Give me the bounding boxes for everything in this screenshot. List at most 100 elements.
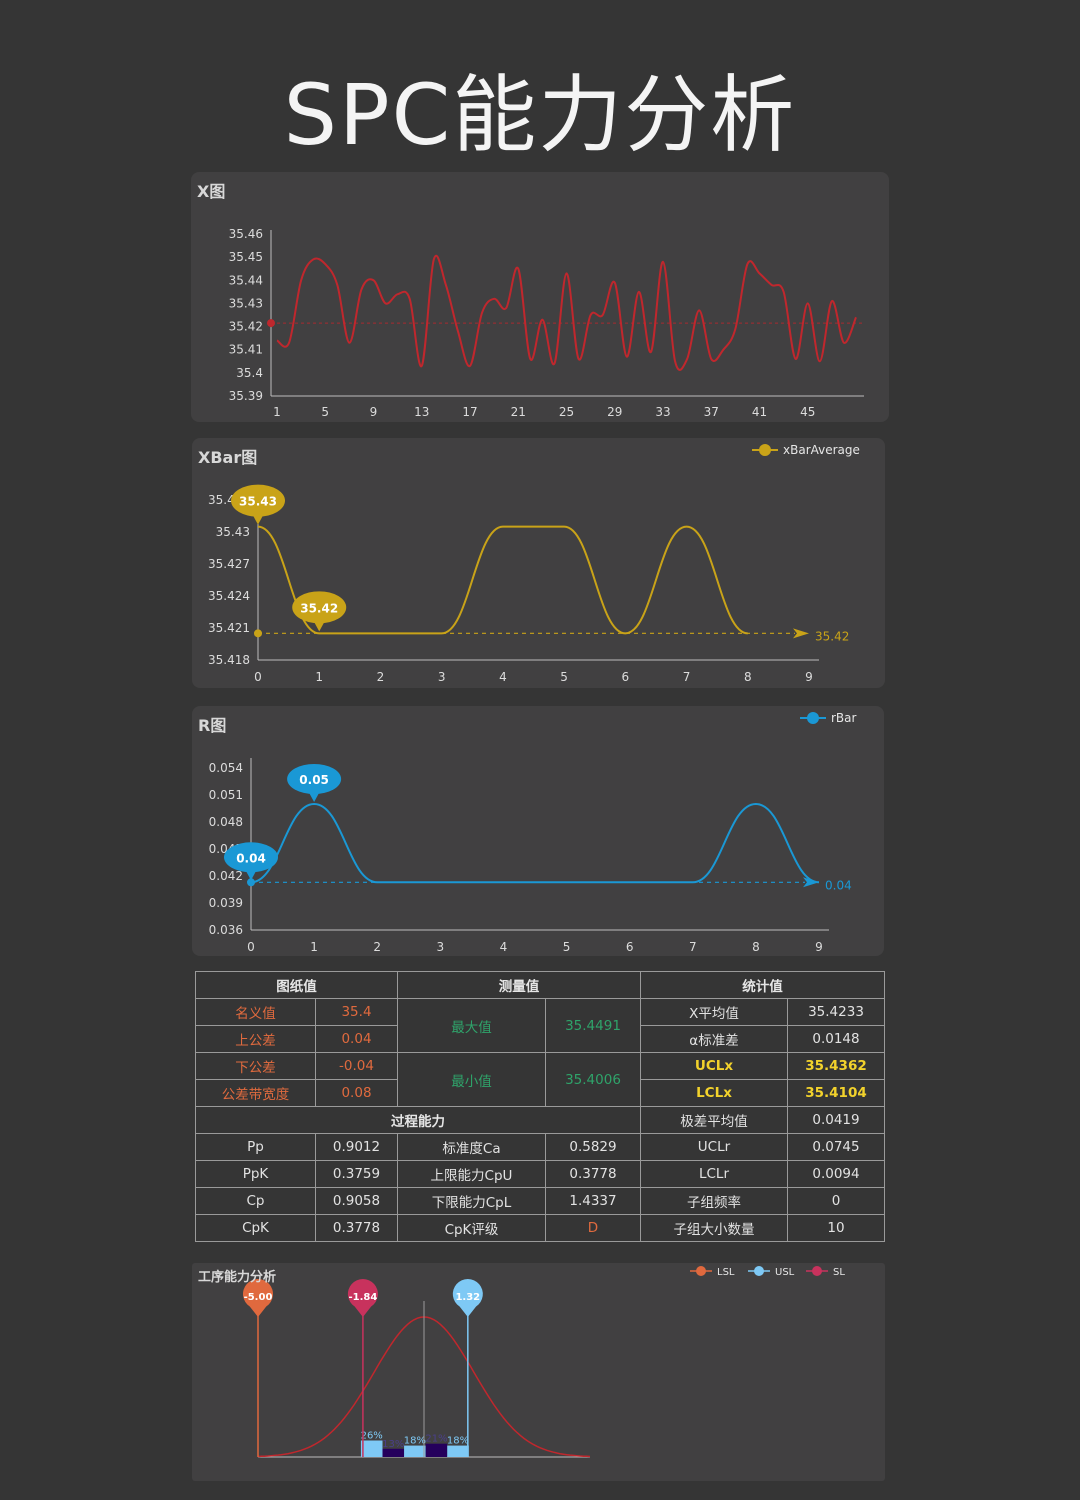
pp-label: Pp bbox=[195, 1133, 316, 1161]
cpu-label: 上限能力CpU bbox=[397, 1160, 546, 1188]
upper-tol-label: 上公差 bbox=[195, 1025, 316, 1053]
spc-stats-table: 图纸值 测量值 统计值 名义值 35.4 最大值 35.4491 X平均值 35… bbox=[195, 971, 885, 1242]
r-svg-max-marker-pin bbox=[287, 764, 342, 794]
xbar-svg-y-tick: 35.418 bbox=[208, 653, 250, 667]
cap-bin-label: 26% bbox=[361, 1431, 383, 1442]
x-chart-title: X图 bbox=[197, 182, 226, 201]
uclr-value: 0.0745 bbox=[787, 1133, 885, 1161]
lower-tol-label: 下公差 bbox=[195, 1052, 316, 1080]
cpk-value: 0.3778 bbox=[315, 1214, 398, 1242]
cap-bin-label: 18% bbox=[404, 1436, 426, 1447]
table-row: 上公差 0.04 α标准差 0.0148 bbox=[195, 1025, 885, 1053]
r-svg-y-tick: 0.051 bbox=[209, 788, 243, 802]
x-series-line bbox=[276, 255, 857, 371]
x-center-point bbox=[267, 319, 275, 328]
cap-marker-lsl-pin bbox=[243, 1278, 273, 1317]
xbar-svg-min-marker-label: 35.42 bbox=[300, 601, 338, 615]
r-svg-min-marker-pin bbox=[224, 842, 278, 873]
x-x-tick: 9 bbox=[370, 405, 378, 419]
lclr-label: LCLr bbox=[640, 1160, 788, 1188]
table-row: 名义值 35.4 最大值 35.4491 X平均值 35.4233 bbox=[195, 998, 885, 1053]
r-svg-y-tick: 0.036 bbox=[209, 923, 243, 937]
xavg-label: X平均值 bbox=[640, 998, 788, 1026]
uclx-value: 35.4362 bbox=[787, 1052, 885, 1080]
xbar-svg-legend-label: xBarAverage bbox=[783, 443, 860, 457]
r-svg-x-tick: 8 bbox=[752, 940, 760, 954]
size-label: 子组大小数量 bbox=[640, 1214, 788, 1242]
table-row: 图纸值 测量值 统计值 bbox=[195, 971, 885, 999]
cpl-label: 下限能力CpL bbox=[397, 1187, 546, 1215]
cap-legend-dot bbox=[754, 1266, 764, 1276]
uclr-label: UCLr bbox=[640, 1133, 788, 1161]
lclx-label: LCLx bbox=[640, 1079, 788, 1107]
r-svg-max-marker-pin-tip bbox=[308, 791, 321, 802]
uclx-label: UCLx bbox=[640, 1052, 788, 1080]
r-svg-x-tick: 6 bbox=[626, 940, 634, 954]
xbar-svg-x-tick: 4 bbox=[499, 670, 507, 684]
x-y-tick: 35.39 bbox=[229, 389, 263, 403]
ppk-label: PpK bbox=[195, 1160, 316, 1188]
cap-bin-label: 18% bbox=[447, 1436, 469, 1447]
x-y-tick: 35.44 bbox=[229, 273, 263, 287]
sigma-label: α标准差 bbox=[640, 1025, 788, 1053]
r-chart-panel: R图 0.054 0.051 0.048 0.045 0.042 0.039 0.036 0 1… bbox=[192, 706, 884, 956]
lower-tol-value: -0.04 bbox=[315, 1052, 398, 1080]
x-x-tick: 41 bbox=[752, 405, 767, 419]
x-y-tick: 35.42 bbox=[229, 320, 263, 334]
cap-bin-bar bbox=[447, 1445, 469, 1457]
nominal-value: 35.4 bbox=[315, 998, 398, 1026]
xbar-svg-series-line bbox=[257, 525, 748, 635]
r-chart-title: R图 bbox=[198, 716, 227, 735]
r-svg-min-marker-pin-tip bbox=[245, 869, 257, 881]
xbar-chart-title: XBar图 bbox=[198, 448, 258, 467]
x-x-tick: 17 bbox=[462, 405, 477, 419]
x-x-tick: 21 bbox=[511, 405, 526, 419]
max-value: 35.4491 bbox=[545, 998, 641, 1053]
size-value: 10 bbox=[787, 1214, 885, 1242]
cp-value: 0.9058 bbox=[315, 1187, 398, 1215]
r-svg-x-tick: 5 bbox=[563, 940, 571, 954]
cap-legend-label: LSL bbox=[717, 1267, 735, 1278]
range-avg-value: 0.0419 bbox=[787, 1106, 885, 1134]
upper-tol-value: 0.04 bbox=[315, 1025, 398, 1053]
r-svg-x-tick: 0 bbox=[247, 940, 255, 954]
page-title: SPC能力分析 bbox=[283, 66, 797, 164]
table-row: PpK 0.3759 上限能力CpU 0.3778 LCLr 0.0094 bbox=[195, 1160, 885, 1188]
xbar-svg-max-marker-pin bbox=[231, 484, 285, 517]
ca-value: 0.5829 bbox=[545, 1133, 641, 1161]
x-y-tick: 35.46 bbox=[229, 227, 263, 241]
grade-label: CpK评级 bbox=[397, 1214, 546, 1242]
freq-label: 子组频率 bbox=[640, 1187, 788, 1215]
xbar-svg-x-tick: 7 bbox=[683, 670, 691, 684]
table-row: Pp 0.9012 标准度Ca 0.5829 UCLr 0.0745 bbox=[195, 1133, 885, 1161]
xbar-svg-x-tick: 5 bbox=[560, 670, 568, 684]
x-x-tick: 5 bbox=[321, 405, 329, 419]
r-svg-legend-label: rBar bbox=[831, 711, 857, 725]
cp-label: Cp bbox=[195, 1187, 316, 1215]
xbar-chart-panel: XBar图 35.433 35.43 35.427 35.424 35.421 35.41… bbox=[192, 438, 885, 688]
measured-values-header: 测量值 bbox=[397, 971, 641, 999]
x-y-tick: 35.4 bbox=[236, 366, 263, 380]
cap-marker-usl-pin bbox=[452, 1278, 483, 1317]
r-svg-min-marker-label: 0.04 bbox=[236, 851, 266, 865]
table-row: 过程能力 极差平均值 0.0419 bbox=[195, 1106, 885, 1134]
band-value: 0.08 bbox=[315, 1079, 398, 1107]
cap-bin-label: 13% bbox=[382, 1439, 404, 1450]
xbar-svg-min-marker-pin bbox=[292, 591, 347, 624]
cpl-value: 1.4337 bbox=[545, 1187, 641, 1215]
xbar-svg-average-label: 35.42 bbox=[815, 629, 849, 643]
statistics-header: 统计值 bbox=[640, 971, 885, 999]
x-x-tick: 37 bbox=[704, 405, 719, 419]
freq-value: 0 bbox=[787, 1187, 885, 1215]
table-row: 下公差 -0.04 最小值 35.4006 UCLx 35.4362 bbox=[195, 1052, 885, 1107]
cap-legend-dot bbox=[696, 1266, 706, 1276]
ppk-value: 0.3759 bbox=[315, 1160, 398, 1188]
cap-bin-bar bbox=[360, 1440, 383, 1457]
xbar-svg-x-tick: 3 bbox=[438, 670, 446, 684]
xbar-svg-y-tick: 35.427 bbox=[208, 557, 250, 571]
min-label: 最小值 bbox=[397, 1052, 546, 1107]
ca-label: 标准度Ca bbox=[397, 1133, 546, 1161]
